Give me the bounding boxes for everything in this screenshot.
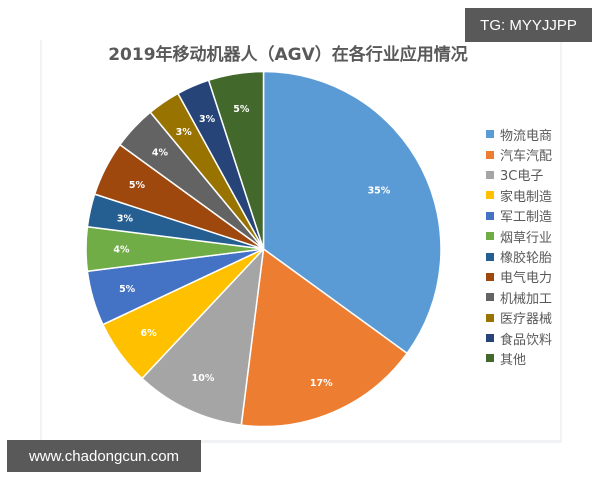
legend-label: 电气电力 <box>500 271 553 287</box>
legend-item: 橡胶轮胎 <box>486 246 576 266</box>
legend-item: 物流电商 <box>486 124 576 144</box>
pie-slice <box>207 70 265 250</box>
pie-data-label: 5% <box>119 284 136 295</box>
site-watermark: www.chadongcun.com <box>7 440 201 472</box>
legend-label: 家电制造 <box>500 189 553 205</box>
legend-label: 食品饮料 <box>500 332 553 348</box>
legend-swatch-icon <box>486 313 494 322</box>
pie-slices <box>85 70 442 428</box>
pie-data-label: 17% <box>310 378 333 389</box>
legend-label: 汽车汽配 <box>500 149 553 165</box>
legend-swatch-icon <box>486 211 494 220</box>
legend-swatch-icon <box>486 354 494 363</box>
legend-label: 医疗器械 <box>500 312 553 328</box>
legend-item: 电气电力 <box>486 267 576 287</box>
legend-item: 汽车汽配 <box>486 144 576 164</box>
legend-item: 医疗器械 <box>486 308 576 328</box>
legend-swatch-icon <box>486 272 494 281</box>
pie-data-label: 5% <box>129 180 146 191</box>
chart-title: 2019年移动机器人（AGV）在各行业应用情况 <box>0 40 600 65</box>
pie-data-label: 3% <box>176 127 193 138</box>
pie-data-label: 35% <box>368 186 391 197</box>
pie-data-label: 3% <box>199 114 216 125</box>
legend-label: 3C电子 <box>500 169 544 185</box>
legend-item: 食品饮料 <box>486 328 576 348</box>
legend-label: 烟草行业 <box>500 230 553 246</box>
pie-slice <box>262 70 442 355</box>
legend-item: 烟草行业 <box>486 226 576 246</box>
legend-item: 3C电子 <box>486 165 576 185</box>
pie-data-label: 5% <box>233 104 250 115</box>
legend-swatch-icon <box>486 232 494 241</box>
chart-legend: 物流电商汽车汽配 3C电子家电制造军工制造烟草行业橡胶轮胎电气电力机械加工医疗器械… <box>486 124 576 369</box>
pie-slice <box>240 247 409 428</box>
legend-swatch-icon <box>486 170 494 179</box>
legend-label: 橡胶轮胎 <box>500 251 553 267</box>
legend-item: 家电制造 <box>486 185 576 205</box>
legend-swatch-icon <box>486 293 494 302</box>
legend-label: 军工制造 <box>500 210 553 226</box>
pie-data-label: 3% <box>117 214 134 225</box>
legend-swatch-icon <box>486 191 494 200</box>
legend-item: 其他 <box>486 348 576 368</box>
pie-slice <box>140 246 265 426</box>
legend-swatch-icon <box>486 334 494 343</box>
legend-item: 军工制造 <box>486 206 576 226</box>
legend-swatch-icon <box>486 150 494 159</box>
pie-data-label: 4% <box>152 147 169 158</box>
pie-data-label: 10% <box>192 373 215 384</box>
pie-data-label: 4% <box>113 245 130 256</box>
tg-watermark: TG: MYYJJPP <box>465 8 592 42</box>
pie-data-labels: 35% 17% 10% 6% 5% 4% 3% 5% 4% 3% 3% 5% <box>113 104 390 389</box>
legend-swatch-icon <box>486 130 494 139</box>
tg-watermark-text: TG: MYYJJPP <box>480 16 577 34</box>
legend-swatch-icon <box>486 252 494 261</box>
legend-label: 机械加工 <box>500 291 553 307</box>
chart-title-text: 2019年移动机器人（AGV）在各行业应用情况 <box>108 45 468 65</box>
legend-item: 机械加工 <box>486 287 576 307</box>
pie-data-label: 6% <box>141 328 158 339</box>
legend-label: 物流电商 <box>500 128 553 144</box>
site-watermark-text: www.chadongcun.com <box>28 447 180 465</box>
legend-label: 其他 <box>500 352 527 368</box>
